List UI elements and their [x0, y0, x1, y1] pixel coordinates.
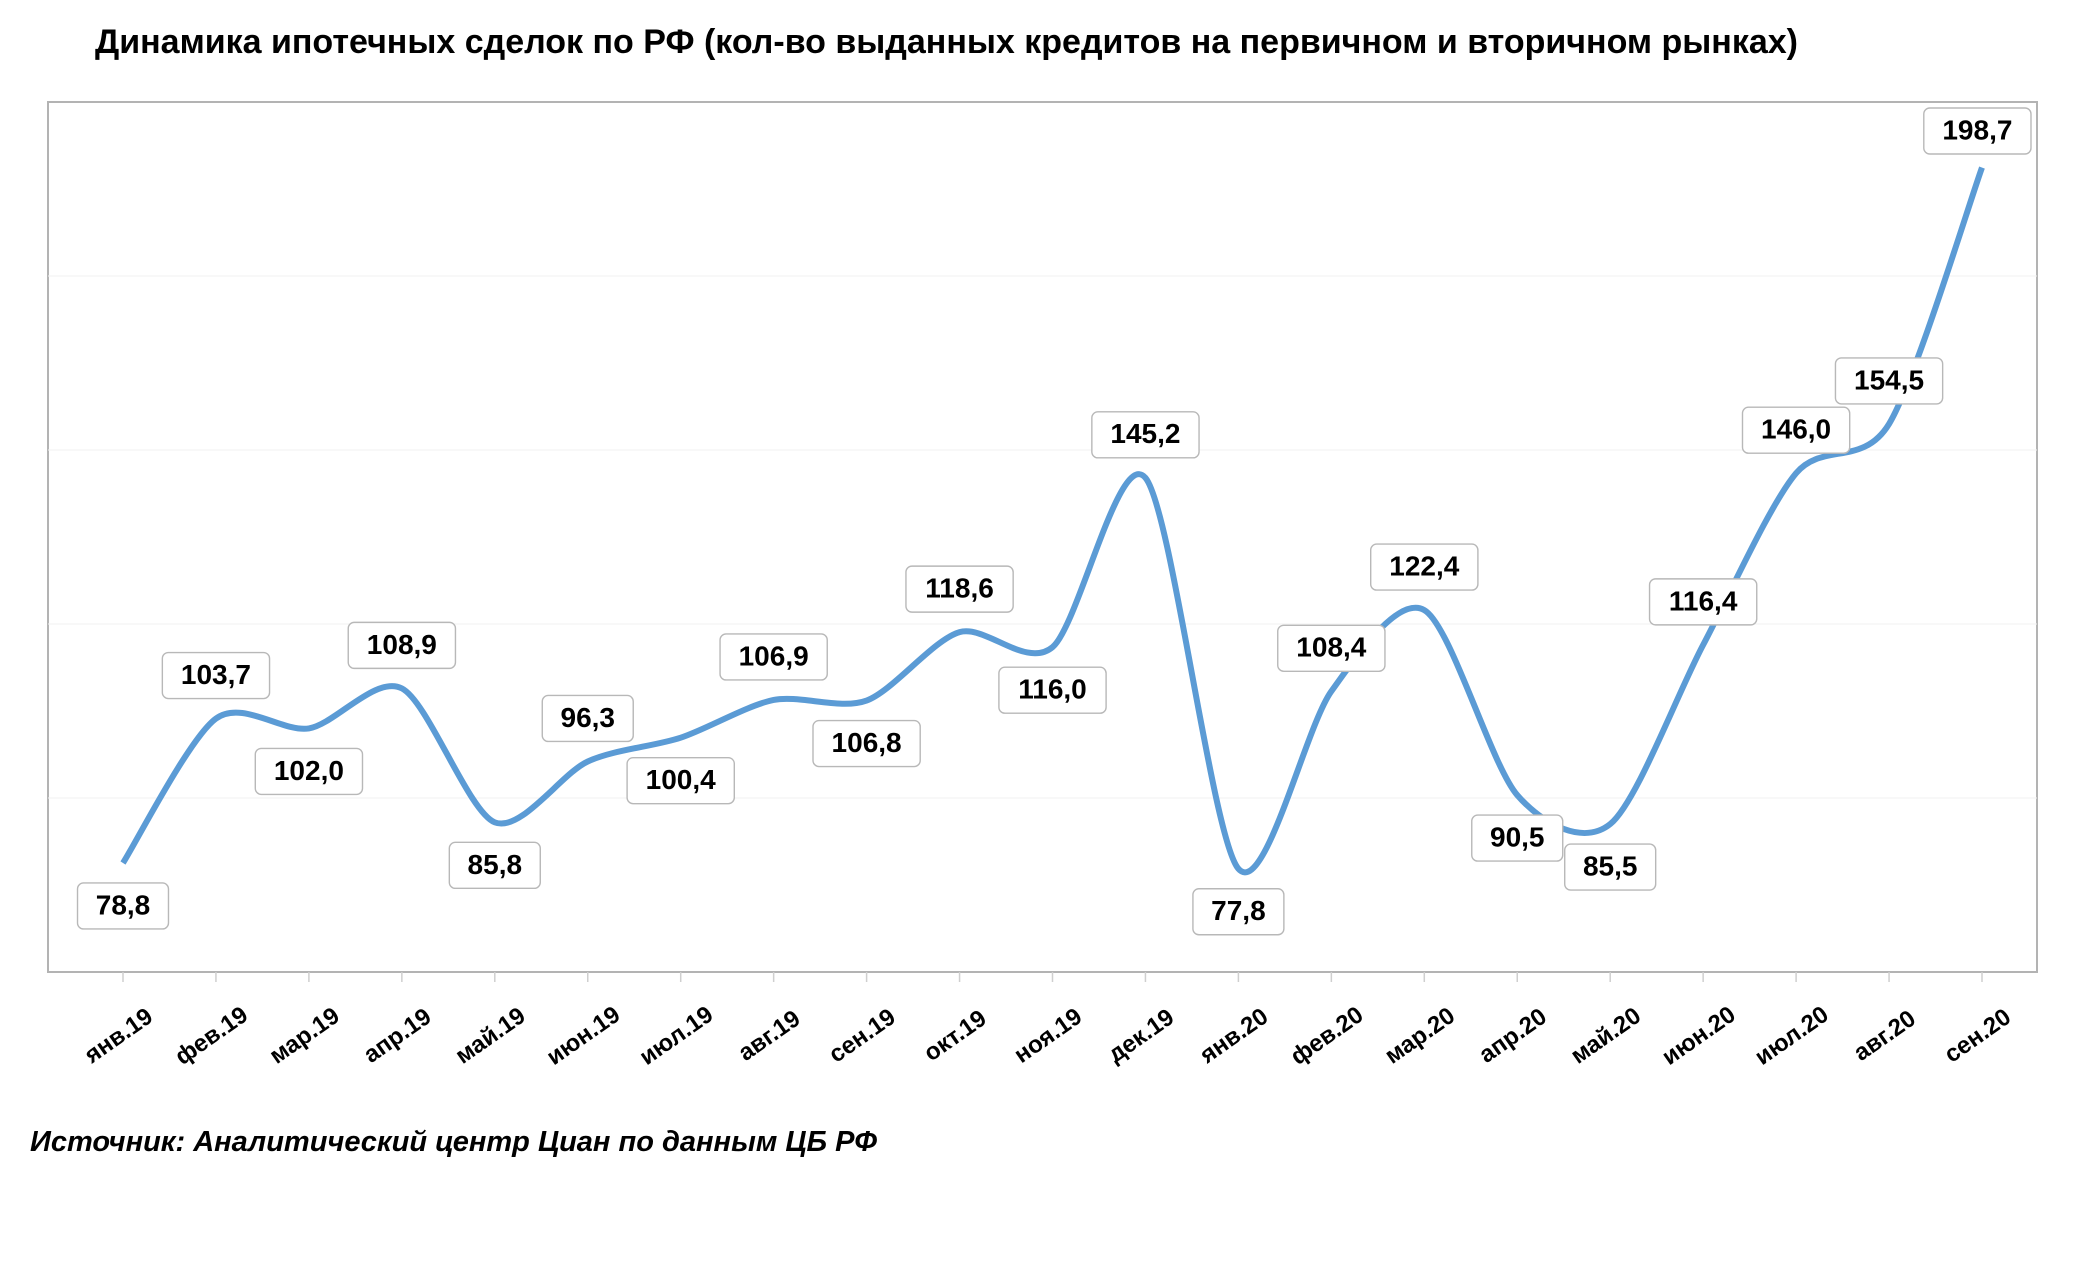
- data-label: 85,8: [449, 842, 540, 888]
- x-tick-label: авг.19: [733, 1005, 805, 1067]
- svg-text:102,0: 102,0: [274, 755, 344, 786]
- data-label: 85,5: [1565, 844, 1656, 890]
- data-label: 96,3: [542, 695, 633, 741]
- x-tick-label: янв.20: [1194, 1003, 1273, 1070]
- svg-text:108,9: 108,9: [367, 629, 437, 660]
- data-label: 116,4: [1650, 579, 1757, 625]
- x-tick-label: мар.20: [1380, 1002, 1460, 1069]
- data-label: 100,4: [627, 758, 734, 804]
- data-label: 90,5: [1472, 815, 1563, 861]
- x-tick-label: июл.20: [1750, 1001, 1834, 1071]
- data-label: 106,9: [720, 634, 827, 680]
- series-line: [123, 167, 1982, 872]
- x-tick-label: окт.19: [919, 1005, 992, 1067]
- data-label: 102,0: [255, 748, 362, 794]
- x-tick-label: сен.19: [824, 1003, 901, 1068]
- x-tick-label: сен.20: [1939, 1003, 2016, 1068]
- chart-source: Источник: Аналитический центр Циан по да…: [30, 1114, 2055, 1159]
- chart-container: 78,8 103,7 102,0 108,9 85,8 96,3 100,4 106,9 106…: [30, 84, 2055, 1114]
- x-tick-label: июл.19: [635, 1001, 719, 1071]
- svg-text:198,7: 198,7: [1942, 114, 2012, 145]
- data-label: 116,0: [999, 667, 1106, 713]
- data-label: 77,8: [1193, 889, 1284, 935]
- data-label: 122,4: [1371, 544, 1478, 590]
- svg-text:103,7: 103,7: [181, 659, 251, 690]
- x-tick-label: ноя.19: [1009, 1003, 1087, 1069]
- data-label: 146,0: [1743, 407, 1850, 453]
- data-label: 145,2: [1092, 412, 1199, 458]
- svg-text:106,8: 106,8: [832, 727, 902, 758]
- x-tick-label: янв.19: [79, 1003, 158, 1070]
- x-tick-label: июн.19: [542, 1001, 626, 1071]
- x-tick-label: апр.19: [359, 1003, 437, 1069]
- svg-text:96,3: 96,3: [561, 702, 616, 733]
- svg-text:78,8: 78,8: [96, 889, 151, 920]
- chart-title: Динамика ипотечных сделок по РФ (кол-во …: [30, 20, 2055, 84]
- svg-text:116,0: 116,0: [1018, 673, 1087, 704]
- data-label: 118,6: [906, 566, 1013, 612]
- data-label: 198,7: [1924, 108, 2031, 154]
- svg-text:116,4: 116,4: [1669, 585, 1738, 616]
- data-label: 154,5: [1835, 358, 1942, 404]
- svg-text:77,8: 77,8: [1211, 895, 1266, 926]
- page: Динамика ипотечных сделок по РФ (кол-во …: [0, 0, 2085, 1275]
- svg-text:108,4: 108,4: [1296, 632, 1366, 663]
- svg-text:118,6: 118,6: [925, 572, 994, 603]
- svg-text:122,4: 122,4: [1389, 550, 1459, 581]
- svg-text:106,9: 106,9: [739, 640, 809, 671]
- data-label: 108,4: [1278, 625, 1385, 671]
- x-tick-label: май.19: [450, 1002, 530, 1069]
- x-tick-label: авг.20: [1849, 1005, 1921, 1067]
- x-tick-label: июн.20: [1657, 1001, 1741, 1071]
- svg-text:154,5: 154,5: [1854, 364, 1924, 395]
- svg-text:145,2: 145,2: [1110, 418, 1180, 449]
- x-tick-label: фев.19: [170, 1001, 253, 1070]
- x-tick-label: фев.20: [1286, 1001, 1369, 1070]
- svg-text:85,5: 85,5: [1583, 850, 1638, 881]
- x-tick-label: дек.19: [1103, 1003, 1179, 1068]
- data-label: 108,9: [348, 622, 455, 668]
- data-label: 103,7: [162, 652, 269, 698]
- svg-text:90,5: 90,5: [1490, 821, 1545, 852]
- svg-text:146,0: 146,0: [1761, 413, 1831, 444]
- data-label: 78,8: [78, 883, 169, 929]
- svg-text:100,4: 100,4: [646, 764, 716, 795]
- x-tick-label: мар.19: [265, 1002, 345, 1069]
- svg-text:85,8: 85,8: [468, 849, 523, 880]
- x-tick-label: апр.20: [1474, 1003, 1552, 1069]
- x-tick-label: май.20: [1566, 1002, 1646, 1069]
- data-label: 106,8: [813, 720, 920, 766]
- line-chart: 78,8 103,7 102,0 108,9 85,8 96,3 100,4 106,9 106…: [30, 84, 2055, 1114]
